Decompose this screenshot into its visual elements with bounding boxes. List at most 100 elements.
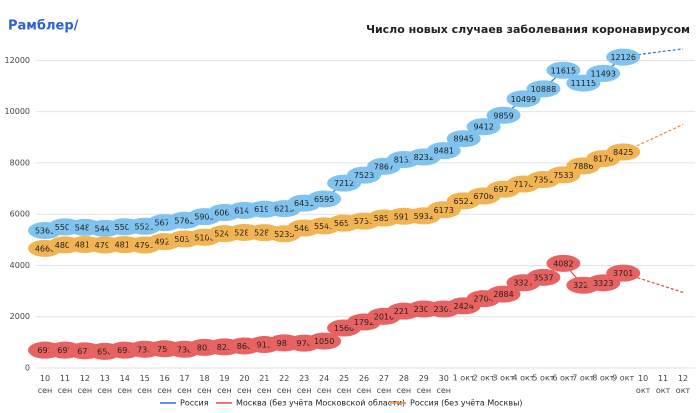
data-label: 5461 [294, 224, 314, 233]
data-label: 5240 [214, 230, 234, 239]
data-label: 5100 [194, 233, 214, 242]
x-tick-label: 9 окт [612, 374, 634, 383]
data-bubble [606, 48, 641, 66]
y-tick-label: 4000 [10, 261, 30, 270]
data-label: 5932 [414, 212, 434, 221]
data-bubble [426, 142, 461, 160]
data-label: 7533 [553, 171, 573, 180]
data-label: 2300 [434, 305, 454, 314]
data-label: 8425 [613, 148, 633, 157]
x-tick-label: 19 сен [217, 374, 232, 395]
x-tick-label: 14 сен [117, 374, 132, 395]
data-label: 7886 [573, 162, 593, 171]
data-bubble [606, 143, 641, 161]
data-label: 825 [217, 343, 232, 352]
x-tick-label: 15 сен [137, 374, 152, 395]
x-tick-label: 22 сен [277, 374, 292, 395]
data-label: 8945 [454, 135, 474, 144]
data-label: 4813 [115, 241, 135, 250]
data-label: 11493 [591, 69, 616, 78]
data-label: 6595 [314, 195, 334, 204]
x-tick-label: 29 сен [417, 374, 432, 395]
x-tick-label: 5 окт [532, 374, 554, 383]
legend-label: Россия [180, 399, 209, 408]
data-label: 5762 [174, 216, 194, 225]
y-tick-label: 6000 [10, 210, 30, 219]
data-label: 3537 [533, 273, 553, 282]
data-label: 7523 [354, 171, 374, 180]
x-tick-label: 3 окт [493, 374, 515, 383]
data-label: 6065 [214, 209, 234, 218]
data-label: 10499 [511, 95, 536, 104]
data-label: 4668 [35, 244, 55, 253]
data-label: 7867 [374, 162, 394, 171]
data-label: 9412 [473, 123, 493, 132]
data-label: 6521 [454, 197, 474, 206]
x-tick-label: 18 сен [197, 374, 212, 395]
data-label: 5905 [194, 213, 214, 222]
data-bubble [546, 61, 581, 79]
data-bubble [307, 190, 342, 208]
data-label: 6196 [254, 205, 274, 214]
data-label: 1792 [354, 318, 374, 327]
data-label: 6975 [493, 185, 513, 194]
data-label: 2704 [473, 295, 493, 304]
data-label: 5918 [394, 212, 414, 221]
data-label: 4928 [154, 238, 174, 247]
data-label: 1050 [314, 337, 334, 346]
data-label: 8481 [434, 147, 454, 156]
data-label: 11615 [551, 66, 576, 75]
data-label: 8170 [593, 155, 613, 164]
x-tick-label: 4 окт [512, 374, 534, 383]
data-label: 860 [237, 342, 252, 351]
data-label: 4818 [75, 240, 95, 249]
data-label: 7212 [334, 179, 354, 188]
data-label: 8232 [414, 153, 434, 162]
data-label: 3229 [573, 281, 593, 290]
y-tick-label: 8000 [10, 158, 30, 167]
data-bubble [586, 64, 621, 82]
x-tick-label: 26 сен [357, 374, 372, 395]
data-label: 4799 [95, 241, 115, 250]
data-label: 2016 [374, 312, 394, 321]
x-tick-label: 30 сен [436, 374, 451, 395]
x-tick-label: 8 окт [592, 374, 614, 383]
data-bubble [446, 130, 481, 148]
data-label: 5281 [254, 229, 274, 238]
legend-label: Москва (без учёта Московской области) [236, 399, 405, 408]
data-label: 6173 [434, 206, 454, 215]
data-label: 5504 [55, 223, 75, 232]
data-label: 2884 [493, 290, 513, 299]
data-label: 3701 [613, 269, 633, 278]
data-bubble [606, 264, 641, 282]
x-tick-label: 11 сен [58, 374, 73, 395]
y-tick-label: 10000 [5, 107, 30, 116]
data-label: 9859 [493, 111, 513, 120]
data-label: 12126 [610, 53, 635, 62]
data-label: 5545 [314, 222, 334, 231]
data-label: 5488 [75, 223, 95, 232]
data-label: 3327 [513, 279, 533, 288]
data-label: 7351 [533, 176, 553, 185]
data-label: 7178 [513, 180, 533, 189]
data-bubble [526, 80, 561, 98]
x-tick-label: 10 окт [636, 374, 651, 395]
y-tick-label: 2000 [10, 312, 30, 321]
data-label: 2424 [454, 302, 474, 311]
data-label: 1560 [334, 324, 354, 333]
data-label: 805 [197, 343, 212, 352]
data-label: 5449 [95, 224, 115, 233]
data-label: 4799 [135, 241, 155, 250]
data-label: 11115 [571, 79, 596, 88]
data-label: 5509 [115, 223, 135, 232]
data-label: 2302 [414, 305, 434, 314]
brand-logo: Рамблер/ [8, 19, 79, 34]
x-tick-label: 7 окт [572, 374, 594, 383]
data-label: 650 [97, 347, 112, 356]
data-bubble [486, 106, 521, 124]
data-label: 5288 [234, 228, 254, 237]
data-label: 5851 [374, 214, 394, 223]
x-tick-label: 25 сен [337, 374, 352, 395]
x-tick-label: 24 сен [317, 374, 332, 395]
